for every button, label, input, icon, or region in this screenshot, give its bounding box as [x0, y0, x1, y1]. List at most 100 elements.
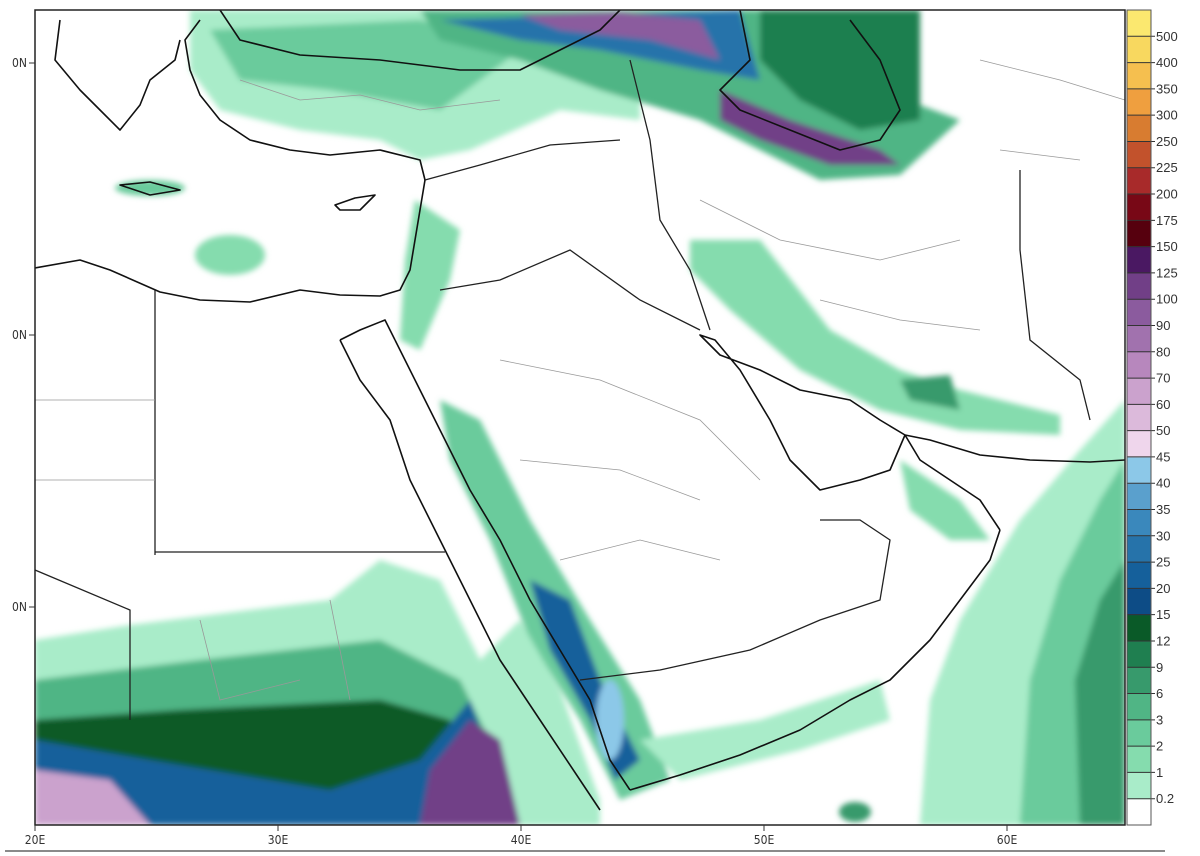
colorbar-label: 300	[1156, 108, 1178, 123]
colorbar-label: 35	[1156, 502, 1170, 517]
colorbar-label: 90	[1156, 318, 1170, 333]
colorbar-bin	[1127, 456, 1151, 484]
border-saudi-iraq	[439, 249, 701, 331]
colorbar-label: 12	[1156, 633, 1170, 648]
colorbar-label: 80	[1156, 344, 1170, 359]
colorbar-bin	[1127, 272, 1151, 300]
precip-africa-pink	[35, 770, 150, 825]
precip-caucasus-max	[520, 12, 720, 60]
colorbar-bin	[1127, 194, 1151, 221]
colorbar-bin	[1127, 614, 1151, 642]
colorbar-bin	[1127, 167, 1151, 195]
border-turkey-syria	[424, 139, 621, 181]
colorbar-label: 6	[1156, 686, 1163, 701]
border-minor-2	[699, 199, 981, 331]
colorbar-bin	[1127, 36, 1151, 64]
coast-sinai	[339, 319, 396, 341]
colorbar-bin	[1127, 325, 1151, 353]
border-saudi-yemen	[579, 519, 891, 681]
colorbar-label: 225	[1156, 160, 1178, 175]
coast-crete	[119, 181, 181, 196]
coast-cyprus	[334, 194, 376, 211]
colorbar-bin	[1127, 378, 1151, 405]
precip-arabian-sea-core	[1075, 560, 1125, 825]
lat-label-30n: 0N	[12, 328, 27, 342]
lon-label-20e: 20E	[25, 833, 46, 847]
coast-red-sea-east	[394, 339, 631, 791]
coastlines-and-borders	[35, 10, 1125, 811]
coast-north-africa	[35, 179, 426, 303]
border-chad-sudan	[35, 569, 131, 720]
colorbar-label: 400	[1156, 55, 1178, 70]
precip-zagros	[690, 240, 1060, 435]
border-minor-1	[499, 359, 761, 561]
map-frame	[34, 9, 1126, 826]
colorbar-label: 0.2	[1156, 791, 1174, 806]
border-minor-4	[239, 59, 1125, 161]
precip-caspian	[760, 10, 920, 130]
latitude-axis: 0N 0N 0N	[12, 56, 35, 614]
coast-turkey	[184, 19, 426, 181]
colorbar-bin	[1127, 88, 1151, 116]
precip-yemen-coast	[640, 680, 890, 780]
colorbar-bin	[1127, 62, 1151, 90]
precipitation-field	[35, 10, 1125, 825]
colorbar-bin	[1127, 141, 1151, 169]
colorbar-label: 60	[1156, 397, 1170, 412]
colorbar-label: 2	[1156, 739, 1163, 754]
colorbar-bin	[1127, 483, 1151, 511]
colorbar-label: 15	[1156, 607, 1170, 622]
colorbar-label: 175	[1156, 213, 1178, 228]
lat-label-40n: 0N	[12, 56, 27, 70]
colorbar-label: 125	[1156, 265, 1178, 280]
precip-east-med	[195, 235, 265, 275]
colorbar-bin	[1127, 246, 1151, 274]
colorbar-label: 9	[1156, 660, 1163, 675]
colorbar-label: 350	[1156, 81, 1178, 96]
lon-label-60e: 60E	[997, 833, 1018, 847]
colorbar-bin	[1127, 640, 1151, 668]
colorbar-bin	[1127, 299, 1151, 326]
coast-greece	[54, 19, 181, 131]
coast-caspian	[719, 10, 901, 151]
colorbar-bin	[1127, 719, 1151, 747]
colorbar-label: 20	[1156, 581, 1170, 596]
colorbar-label: 40	[1156, 476, 1170, 491]
colorbar-bin	[1127, 509, 1151, 537]
colorbar-bin	[1127, 562, 1151, 589]
colorbar-label: 200	[1156, 187, 1178, 202]
colorbar-bin	[1127, 404, 1151, 432]
colorbar-label: 100	[1156, 292, 1178, 307]
precip-socotra	[839, 802, 871, 822]
lat-label-20n: 0N	[12, 600, 27, 614]
colorbar-bin	[1127, 746, 1151, 773]
colorbar-bin	[1127, 535, 1151, 563]
colorbar-label: 30	[1156, 528, 1170, 543]
colorbar-bin	[1127, 351, 1151, 379]
colorbar-label: 45	[1156, 449, 1170, 464]
colorbar-bin	[1127, 588, 1151, 616]
colorbar-bin	[1127, 430, 1151, 458]
border-iraq-iran	[629, 59, 711, 331]
precip-africa-blue	[35, 700, 500, 825]
colorbar-label: 500	[1156, 29, 1178, 44]
colorbar-bin	[1127, 798, 1151, 826]
precip-oman	[900, 460, 990, 540]
precip-ethiopia	[420, 720, 520, 825]
border-iran-afghan	[1019, 170, 1091, 421]
colorbar-label: 25	[1156, 555, 1170, 570]
colorbar-bin	[1127, 693, 1151, 721]
colorbar-bin	[1127, 667, 1151, 695]
colorbar-bin	[1127, 10, 1151, 37]
border-minor-3	[35, 399, 351, 701]
precip-zagros-core	[900, 375, 960, 410]
colorbar-label: 150	[1156, 239, 1178, 254]
colorbar-label: 1	[1156, 765, 1163, 780]
longitude-axis: 20E 30E 40E 50E 60E	[25, 825, 1018, 847]
coast-south-arabia	[629, 529, 1001, 791]
colorbar: 0.21236912152025303540455060708090100125…	[1126, 9, 1178, 826]
colorbar-label: 70	[1156, 371, 1170, 386]
lon-label-50e: 50E	[754, 833, 775, 847]
colorbar-bin	[1127, 772, 1151, 800]
